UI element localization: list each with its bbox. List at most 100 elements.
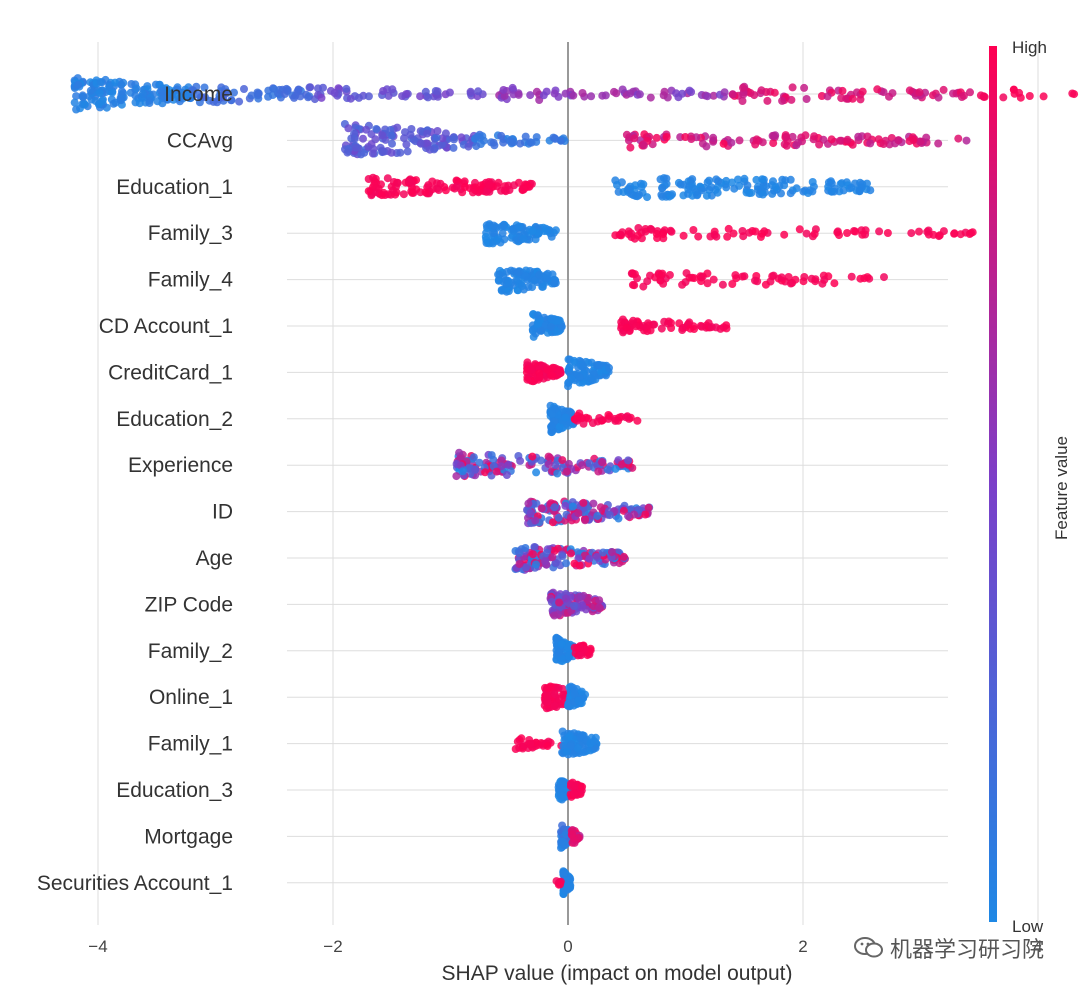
shap-point [574, 696, 583, 705]
shap-point [939, 85, 948, 94]
shap-point [656, 175, 665, 184]
shap-point [827, 135, 836, 144]
shap-point [688, 182, 697, 191]
shap-point [658, 269, 667, 278]
shap-point [786, 279, 795, 288]
shap-point [835, 231, 843, 240]
shap-point [531, 276, 539, 285]
feature-label: Education_2 [116, 408, 233, 431]
shap-point [570, 690, 579, 699]
shap-point [559, 870, 568, 879]
shap-point [611, 416, 620, 425]
shap-point [676, 180, 685, 189]
shap-point [590, 737, 599, 746]
shap-point [607, 548, 616, 557]
shap-point [635, 90, 644, 99]
shap-point [826, 177, 835, 186]
shap-point [848, 94, 857, 103]
shap-point [780, 230, 789, 239]
shap-point [561, 885, 570, 894]
shap-point [778, 96, 787, 105]
shap-point [922, 133, 931, 142]
shap-point [697, 322, 706, 331]
shap-point [561, 89, 570, 98]
shap-point [663, 319, 672, 328]
shap-point [842, 94, 851, 103]
colorbar-low-label: Low [1012, 917, 1044, 936]
shap-point [682, 269, 691, 278]
shap-point [494, 270, 503, 279]
shap-point [378, 131, 387, 140]
shap-point [561, 413, 570, 422]
shap-point [563, 642, 572, 651]
shap-point [815, 140, 824, 149]
shap-point [445, 88, 454, 97]
shap-point [550, 279, 559, 288]
shap-point [398, 92, 407, 101]
x-tick-label: 2 [798, 937, 807, 956]
shap-point [379, 87, 388, 95]
shap-point [866, 139, 875, 148]
shap-point [629, 191, 638, 200]
watermark-text: 机器学习研习院 [889, 937, 1044, 962]
shap-point [1025, 92, 1034, 100]
shap-point [731, 271, 740, 280]
shap-point [863, 132, 872, 141]
shap-point [362, 125, 371, 134]
shap-point [678, 89, 687, 98]
shap-point [526, 91, 535, 100]
shap-point [573, 644, 582, 652]
shap-point [595, 414, 604, 422]
shap-point [457, 133, 466, 142]
shap-point [567, 549, 575, 558]
shap-point [562, 467, 571, 476]
shap-point [330, 89, 339, 97]
shap-point [915, 227, 923, 236]
shap-point [858, 230, 867, 239]
shap-point [740, 174, 749, 183]
shap-point [769, 139, 778, 148]
shap-point [709, 275, 718, 284]
shap-point [579, 362, 588, 371]
shap-point [499, 221, 508, 230]
shap-point [709, 133, 718, 142]
shap-point [543, 742, 552, 750]
shap-point [264, 92, 273, 101]
shap-point [894, 136, 903, 145]
shap-point [70, 98, 79, 107]
shap-point [80, 100, 89, 109]
shap-point [614, 514, 623, 523]
shap-point [565, 363, 574, 372]
shap-point [716, 324, 725, 333]
shap-point [455, 448, 464, 457]
shap-point [452, 472, 461, 481]
feature-label: ID [212, 501, 233, 524]
shap-point [449, 143, 458, 152]
shap-point [556, 880, 565, 889]
shap-point [472, 142, 481, 151]
colorbar-title: Feature value [1052, 436, 1071, 540]
shap-point [500, 186, 509, 195]
shap-point [782, 141, 791, 150]
shap-point [534, 320, 543, 329]
feature-label: Securities Account_1 [37, 872, 233, 895]
shap-point [702, 191, 711, 200]
shap-point [707, 323, 716, 332]
shap-point [644, 321, 653, 330]
shap-point [516, 139, 525, 148]
shap-point [758, 190, 767, 199]
shap-point [644, 503, 653, 512]
colorbar: High Low Feature value [989, 38, 1071, 936]
shap-point [553, 469, 562, 478]
shap-point [532, 133, 541, 142]
shap-point [739, 83, 747, 92]
shap-point [343, 148, 352, 157]
shap-point [934, 93, 943, 102]
shap-point [619, 552, 628, 561]
shap-point [485, 180, 494, 189]
shap-point [954, 134, 963, 143]
shap-point [624, 456, 633, 465]
shap-point [370, 180, 379, 189]
shap-point [547, 232, 556, 241]
shap-point [792, 184, 801, 193]
